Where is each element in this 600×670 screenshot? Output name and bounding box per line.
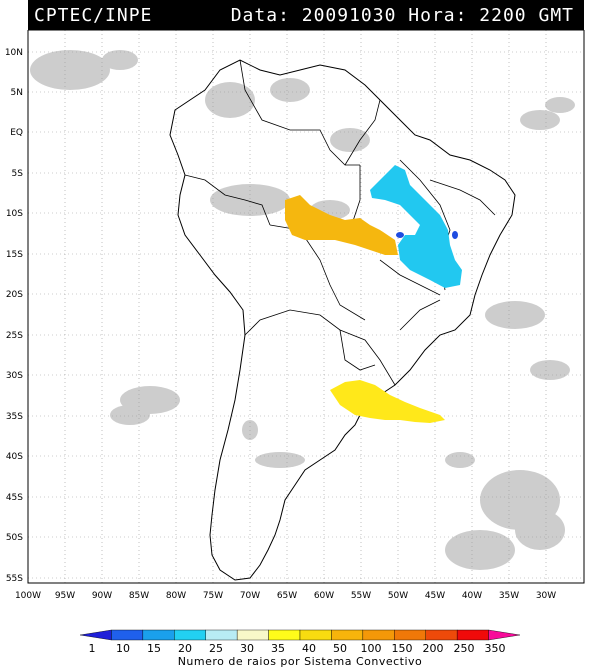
colorbar-swatch (488, 629, 521, 641)
colorbar-tick: 15 (147, 642, 161, 654)
map-frame (27, 30, 585, 584)
colorbar-tick: 1 (89, 642, 96, 654)
colorbar-swatch (111, 629, 144, 641)
colorbar-swatch (79, 629, 112, 641)
colorbar-tick: 25 (209, 642, 223, 654)
lat-label: 25S (6, 331, 23, 341)
lat-label: EQ (10, 128, 23, 138)
colorbar-swatch (394, 629, 426, 641)
cyan-system (370, 165, 462, 288)
yellow-system (330, 380, 445, 423)
lon-label: 55W (351, 591, 371, 601)
orange-system (285, 195, 398, 255)
colorbar-tick: 35 (271, 642, 285, 654)
lat-label: 55S (6, 574, 23, 584)
lon-label: 75W (203, 591, 223, 601)
lat-label: 45S (6, 493, 23, 503)
blue-cells (396, 231, 458, 239)
colorbar-swatch (236, 629, 269, 641)
colorbar-tick: 30 (240, 642, 254, 654)
lon-label: 60W (314, 591, 334, 601)
lon-label: 90W (92, 591, 112, 601)
lon-label: 70W (240, 591, 260, 601)
colorbar-tick: 20 (178, 642, 192, 654)
lat-label: 30S (6, 371, 23, 381)
agency-label: CPTEC/INPE (34, 5, 153, 26)
colorbar-swatch (142, 629, 175, 641)
colorbar-swatch (425, 629, 458, 641)
colorbar-tick: 10 (116, 642, 130, 654)
lat-label: 15S (6, 250, 23, 260)
lat-label: 5N (11, 88, 23, 98)
lat-label: 35S (6, 412, 23, 422)
lat-label: 40S (6, 452, 23, 462)
colorbar-swatch (174, 629, 206, 641)
colorbar-tick: 350 (485, 642, 506, 654)
longitude-labels: 100W 95W 90W 85W 80W 75W 70W 65W 60W 55W… (15, 591, 556, 601)
cloud-cover (30, 50, 575, 570)
lat-label: 5S (12, 169, 24, 179)
colorbar-swatch (456, 629, 489, 641)
colorbar-tick: 100 (361, 642, 382, 654)
lon-label: 45W (425, 591, 445, 601)
datetime-label: Data: 20091030 Hora: 2200 GMT (230, 5, 574, 26)
lon-label: 35W (499, 591, 519, 601)
lon-label: 100W (15, 591, 41, 601)
colorbar-tick: 200 (423, 642, 444, 654)
lon-label: 85W (129, 591, 149, 601)
lon-label: 30W (536, 591, 556, 601)
lon-label: 50W (388, 591, 408, 601)
header-bar: CPTEC/INPE Data: 20091030 Hora: 2200 GMT (28, 0, 584, 30)
lat-label: 50S (6, 533, 23, 543)
colorbar-swatch (362, 629, 395, 641)
lon-label: 80W (166, 591, 186, 601)
colorbar-swatch (205, 629, 238, 641)
lat-label: 20S (6, 290, 23, 300)
colorbar-tick: 250 (454, 642, 475, 654)
colorbar-swatch (299, 629, 332, 641)
convective-systems-map: 10N 5N EQ 5S 10S 15S 20S 25S 30S 35S 40S… (5, 30, 585, 601)
colorbar-legend: 1 10 15 20 25 30 35 40 50 100 150 200 25… (79, 629, 521, 654)
colorbar-swatch (268, 629, 301, 641)
colorbar-tick: 50 (333, 642, 347, 654)
colorbar-tick-labels: 1 10 15 20 25 30 35 40 50 100 150 200 25… (89, 642, 506, 654)
latitude-labels: 10N 5N EQ 5S 10S 15S 20S 25S 30S 35S 40S… (5, 48, 23, 584)
lon-label: 65W (277, 591, 297, 601)
colorbar-swatch (331, 629, 364, 641)
colorbar-swatches (79, 629, 521, 641)
lon-label: 40W (462, 591, 482, 601)
lon-label: 95W (55, 591, 75, 601)
lat-label: 10S (6, 209, 23, 219)
colorbar-tick: 40 (302, 642, 316, 654)
colorbar-title: Numero de raios por Sistema Convectivo (177, 655, 423, 668)
colorbar-tick: 150 (392, 642, 413, 654)
lat-label: 10N (5, 48, 23, 58)
